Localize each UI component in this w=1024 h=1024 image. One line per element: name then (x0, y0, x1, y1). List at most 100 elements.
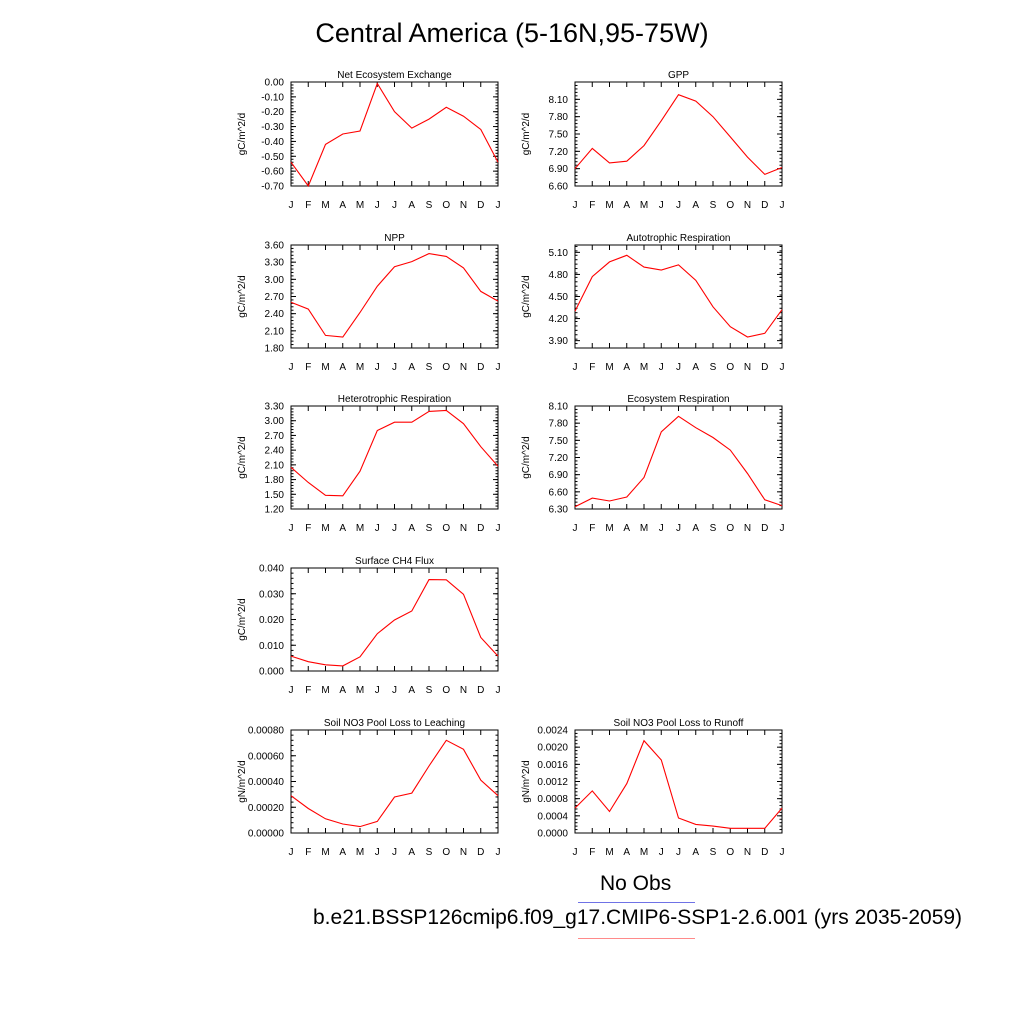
y-tick-label: 6.90 (549, 164, 569, 175)
y-tick-label: 2.70 (265, 431, 285, 442)
series-line (574, 739, 783, 829)
x-tick-label: J (496, 847, 501, 858)
y-tick-label: 0.0024 (537, 726, 568, 737)
plot-frame (290, 244, 499, 349)
x-tick-label: D (761, 523, 768, 534)
x-tick-label: M (605, 847, 613, 858)
panel-title: Ecosystem Respiration (627, 394, 729, 405)
panel-7: Surface CH4 Flux gC/m^2/d 0.040 0.030 0.020 0… (237, 556, 501, 696)
panel-title: Surface CH4 Flux (355, 556, 434, 567)
x-tick-label: F (589, 200, 595, 211)
plot-frame (290, 81, 499, 187)
x-tick-label: M (321, 362, 329, 373)
x-tick-label: J (375, 847, 380, 858)
y-tick-label: 0.0016 (537, 760, 568, 771)
x-tick-label: M (640, 362, 648, 373)
x-tick-label: O (442, 685, 450, 696)
x-tick-label: M (605, 200, 613, 211)
x-tick-label: J (659, 200, 664, 211)
x-tick-label: J (780, 362, 785, 373)
x-tick-label: O (726, 362, 734, 373)
y-tick-label: 0.030 (259, 589, 284, 600)
x-tick-label: J (659, 523, 664, 534)
x-tick-label: M (321, 200, 329, 211)
x-tick-label: J (392, 200, 397, 211)
x-tick-label: A (408, 200, 415, 211)
x-tick-label: J (496, 362, 501, 373)
y-axis-label: gC/m^2/d (237, 436, 248, 479)
y-tick-label: 1.50 (265, 490, 285, 501)
y-tick-label: 7.20 (549, 453, 569, 464)
x-tick-label: M (356, 847, 364, 858)
y-tick-label: 7.50 (549, 436, 569, 447)
y-axis-label: gC/m^2/d (237, 275, 248, 318)
y-tick-label: 0.0020 (537, 743, 568, 754)
x-tick-label: D (477, 847, 484, 858)
x-tick-label: M (605, 362, 613, 373)
x-tick-label: N (744, 362, 751, 373)
x-tick-label: O (442, 200, 450, 211)
y-tick-label: 4.20 (549, 314, 569, 325)
plot-frame (574, 405, 783, 510)
x-tick-label: J (496, 200, 501, 211)
y-tick-label: -0.50 (261, 152, 284, 163)
legend-model-label: b.e21.BSSP126cmip6.f09_g17.CMIP6-SSP1-2.… (313, 906, 963, 929)
y-tick-label: 0.00020 (248, 803, 285, 814)
x-tick-label: A (623, 362, 630, 373)
panel-title: Heterotrophic Respiration (338, 394, 451, 405)
x-tick-label: O (442, 523, 450, 534)
y-tick-label: 0.00080 (248, 726, 285, 737)
x-tick-label: N (744, 847, 751, 858)
panel-3: NPP gC/m^2/d 3.60 3.30 3.00 2.70 2.40 2.10 1.80 J… (237, 233, 501, 373)
x-tick-label: F (589, 523, 595, 534)
x-tick-label: O (726, 847, 734, 858)
x-tick-label: J (676, 523, 681, 534)
series-line (290, 579, 499, 667)
y-tick-label: 6.60 (549, 182, 569, 193)
y-tick-label: 0.00 (265, 78, 285, 89)
x-tick-label: J (496, 523, 501, 534)
y-tick-label: 6.30 (549, 505, 569, 516)
y-tick-label: -0.20 (261, 107, 284, 118)
y-tick-label: 3.90 (549, 336, 569, 347)
y-tick-label: 0.00000 (248, 829, 285, 840)
x-tick-label: J (392, 847, 397, 858)
y-tick-label: 6.90 (549, 470, 569, 481)
y-axis-label: gC/m^2/d (521, 113, 532, 156)
x-tick-label: J (676, 847, 681, 858)
x-tick-label: A (623, 200, 630, 211)
x-tick-label: D (761, 362, 768, 373)
x-tick-label: D (477, 523, 484, 534)
x-tick-label: J (659, 847, 664, 858)
y-tick-label: 2.10 (265, 460, 285, 471)
x-tick-label: A (692, 200, 699, 211)
y-tick-label: 0.00040 (248, 777, 285, 788)
y-tick-label: 3.00 (265, 275, 285, 286)
y-tick-label: 0.0000 (537, 829, 568, 840)
x-tick-label: N (744, 523, 751, 534)
y-tick-label: -0.30 (261, 122, 284, 133)
x-tick-label: M (640, 200, 648, 211)
x-tick-label: A (623, 847, 630, 858)
x-tick-label: M (321, 847, 329, 858)
y-axis-label: gN/m^2/d (237, 760, 248, 803)
x-tick-label: D (477, 362, 484, 373)
plot-frame (574, 244, 783, 349)
series-line (574, 254, 783, 338)
y-tick-label: 3.30 (265, 402, 285, 413)
y-tick-label: 0.0012 (537, 777, 568, 788)
x-tick-label: N (460, 523, 467, 534)
series-line (290, 82, 499, 188)
y-tick-label: 7.80 (549, 419, 569, 430)
x-tick-label: M (640, 847, 648, 858)
panel-1: Net Ecosystem Exchange gC/m^2/d 0.00 -0.10 -… (237, 70, 501, 211)
y-axis-label: gC/m^2/d (521, 275, 532, 318)
x-tick-label: J (780, 847, 785, 858)
y-tick-label: 1.80 (265, 475, 285, 486)
x-tick-label: D (477, 200, 484, 211)
series-line (574, 94, 783, 176)
x-tick-label: D (761, 847, 768, 858)
panel-title: NPP (384, 233, 405, 244)
